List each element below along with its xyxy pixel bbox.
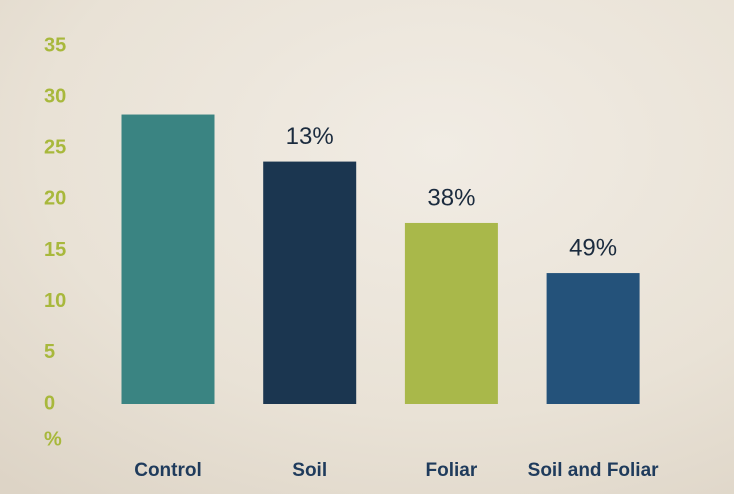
bar <box>263 161 357 404</box>
y-tick-label: 20 <box>44 188 66 210</box>
x-tick-label: Foliar <box>426 460 478 481</box>
y-tick-label: 30 <box>44 85 66 107</box>
y-tick-label: 10 <box>44 290 66 312</box>
y-tick-label: 25 <box>44 137 66 159</box>
y-tick-label: 0 <box>44 392 55 414</box>
bar <box>404 222 498 404</box>
x-tick-label: Soil and Foliar <box>528 460 660 481</box>
bar <box>121 114 215 404</box>
y-tick-label: 15 <box>44 239 66 261</box>
y-tick-label: 5 <box>44 341 55 363</box>
x-tick-label: Soil <box>292 460 327 481</box>
bar-label: 38% <box>427 184 475 211</box>
y-unit: % <box>44 428 62 450</box>
bar <box>546 273 640 404</box>
bar-label: 13% <box>286 123 334 150</box>
y-tick-label: 35 <box>44 34 66 56</box>
bar-label: 49% <box>569 234 617 261</box>
x-tick-label: Control <box>134 460 202 481</box>
